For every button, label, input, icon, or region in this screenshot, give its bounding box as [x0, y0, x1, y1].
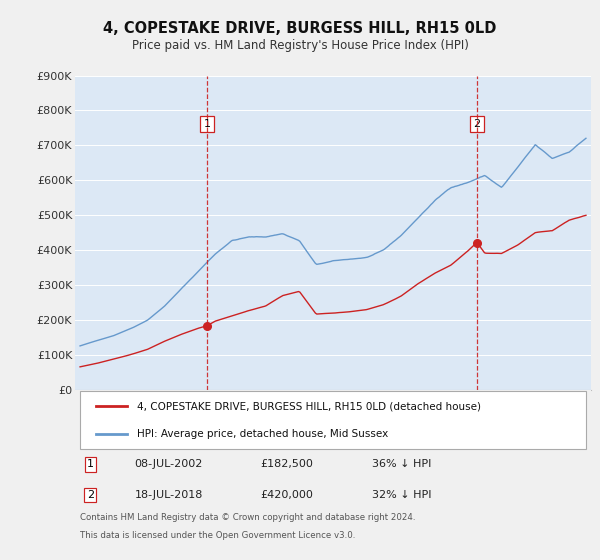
Text: 32% ↓ HPI: 32% ↓ HPI: [372, 490, 431, 500]
Text: 2: 2: [473, 119, 481, 129]
Text: HPI: Average price, detached house, Mid Sussex: HPI: Average price, detached house, Mid …: [137, 430, 388, 439]
Text: 18-JUL-2018: 18-JUL-2018: [134, 490, 203, 500]
Text: 1: 1: [87, 459, 94, 469]
Text: £420,000: £420,000: [261, 490, 314, 500]
Text: 08-JUL-2002: 08-JUL-2002: [134, 459, 203, 469]
FancyBboxPatch shape: [80, 391, 586, 449]
Text: 4, COPESTAKE DRIVE, BURGESS HILL, RH15 0LD (detached house): 4, COPESTAKE DRIVE, BURGESS HILL, RH15 0…: [137, 402, 481, 411]
Text: 1: 1: [203, 119, 211, 129]
Text: This data is licensed under the Open Government Licence v3.0.: This data is licensed under the Open Gov…: [80, 531, 356, 540]
Text: Price paid vs. HM Land Registry's House Price Index (HPI): Price paid vs. HM Land Registry's House …: [131, 39, 469, 52]
Text: Contains HM Land Registry data © Crown copyright and database right 2024.: Contains HM Land Registry data © Crown c…: [80, 513, 416, 522]
Text: £182,500: £182,500: [261, 459, 314, 469]
Text: 2: 2: [87, 490, 94, 500]
Text: 36% ↓ HPI: 36% ↓ HPI: [372, 459, 431, 469]
Text: 4, COPESTAKE DRIVE, BURGESS HILL, RH15 0LD: 4, COPESTAKE DRIVE, BURGESS HILL, RH15 0…: [103, 21, 497, 36]
